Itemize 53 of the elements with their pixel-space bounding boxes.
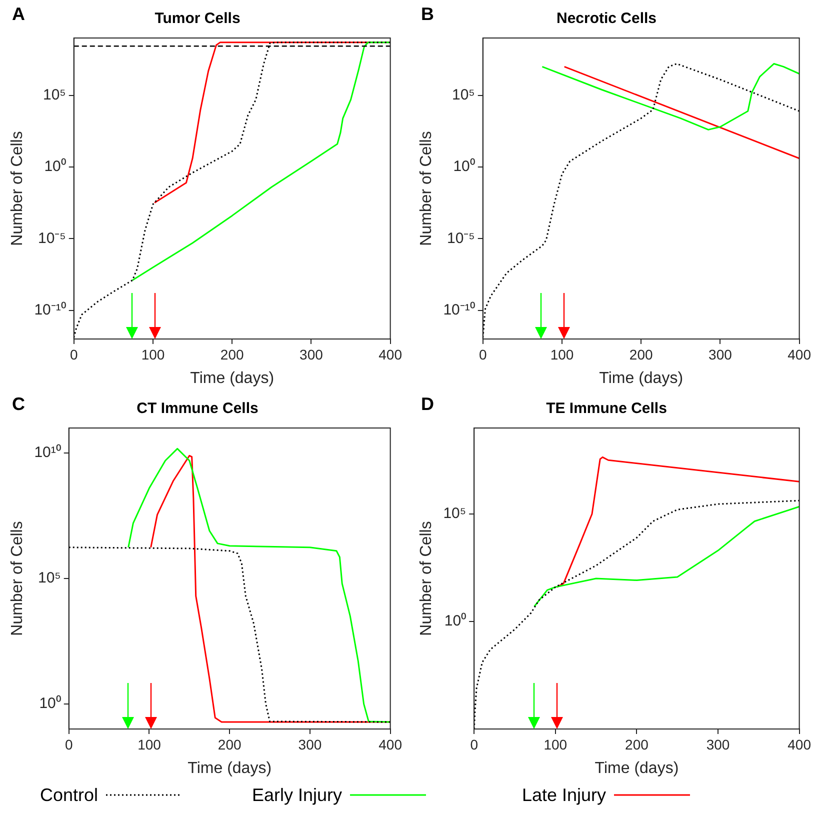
- x-tick-label: 200: [625, 736, 649, 752]
- y-tick-label: 10⁵: [443, 505, 466, 522]
- x-tick-label: 300: [706, 736, 730, 752]
- x-tick-label: 0: [64, 736, 73, 752]
- x-axis-title: Time (days): [188, 760, 272, 777]
- x-tick-label: 200: [218, 736, 242, 752]
- x-tick-label: 400: [788, 736, 812, 752]
- y-tick-label: 10¹⁰: [34, 444, 61, 462]
- x-tick-label: 0: [70, 346, 78, 362]
- chart-title: Necrotic Cells: [556, 10, 657, 28]
- line-series: [68, 546, 390, 723]
- x-tick-label: 200: [220, 346, 244, 362]
- x-tick-label: 400: [378, 736, 402, 752]
- legend-label: Late Injury: [522, 784, 606, 806]
- chart-title: TE Immune Cells: [546, 400, 667, 418]
- y-tick-label: 10⁻⁵: [446, 230, 475, 247]
- y-tick-label: 10⁵: [42, 86, 66, 104]
- text: C: [12, 394, 25, 415]
- chart-title: CT Immune Cells: [136, 400, 258, 418]
- y-tick-label: 10⁵: [452, 86, 475, 104]
- x-tick-label: 100: [141, 346, 165, 362]
- y-axis-title: Number of Cells: [9, 521, 26, 636]
- legend-label: Early Injury: [252, 784, 342, 806]
- x-tick-label: 100: [544, 736, 568, 752]
- x-tick-label: 0: [478, 346, 487, 362]
- y-tick-label: 10⁰: [44, 158, 66, 176]
- chart-title: Tumor Cells: [154, 10, 240, 28]
- text: B: [421, 4, 434, 25]
- x-tick-label: 300: [300, 346, 324, 362]
- x-axis-title: Time (days): [594, 760, 679, 777]
- x-tick-label: 400: [378, 346, 402, 362]
- x-tick-label: 100: [550, 346, 574, 362]
- y-tick-label: 10⁻¹⁰: [443, 301, 475, 318]
- text: D: [421, 394, 434, 415]
- y-tick-label: 10⁻⁵: [38, 230, 66, 247]
- x-axis-title: Time (days): [190, 370, 274, 387]
- y-axis-title: Number of Cells: [9, 131, 26, 246]
- text: A: [12, 4, 25, 25]
- y-tick-label: 10⁻¹⁰: [34, 301, 66, 318]
- y-tick-label: 10⁵: [38, 570, 61, 587]
- y-axis-title: Number of Cells: [418, 131, 436, 246]
- x-tick-label: 200: [629, 346, 653, 362]
- y-tick-label: 10⁰: [39, 695, 61, 712]
- x-tick-label: 400: [788, 346, 812, 362]
- x-tick-label: 100: [138, 736, 162, 752]
- y-axis-title: Number of Cells: [418, 521, 436, 636]
- y-tick-label: 10⁰: [444, 612, 466, 630]
- x-tick-label: 300: [298, 736, 322, 752]
- x-tick-label: 300: [708, 346, 732, 362]
- x-axis-title: Time (days): [599, 370, 684, 387]
- y-tick-label: 10⁰: [453, 158, 475, 176]
- legend-label: Control: [40, 784, 98, 806]
- x-tick-label: 0: [470, 736, 478, 752]
